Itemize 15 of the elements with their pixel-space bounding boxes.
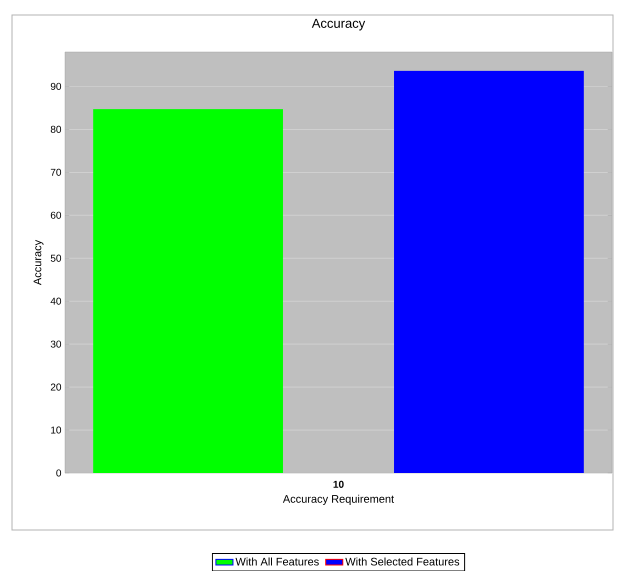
y-tick-label: 0 xyxy=(56,469,62,476)
y-tick-label: 70 xyxy=(50,168,62,176)
y-tick-label: 80 xyxy=(50,126,62,133)
y-tick-label: 20 xyxy=(50,383,62,390)
legend-label: With All Features xyxy=(236,557,319,566)
y-tick-label: 50 xyxy=(50,254,62,262)
chart-title: Accuracy xyxy=(312,18,366,30)
y-axis-title: Accuracy xyxy=(34,240,44,285)
legend-label: With Selected Features xyxy=(345,557,460,566)
y-tick-label: 10 xyxy=(51,426,62,434)
y-tick-label: 90 xyxy=(50,82,62,90)
y-tick-label: 40 xyxy=(50,297,62,304)
x-axis-title: Accuracy Requirement xyxy=(282,494,394,505)
y-tick-label: 30 xyxy=(50,340,62,348)
y-tick-label: 60 xyxy=(50,211,62,219)
